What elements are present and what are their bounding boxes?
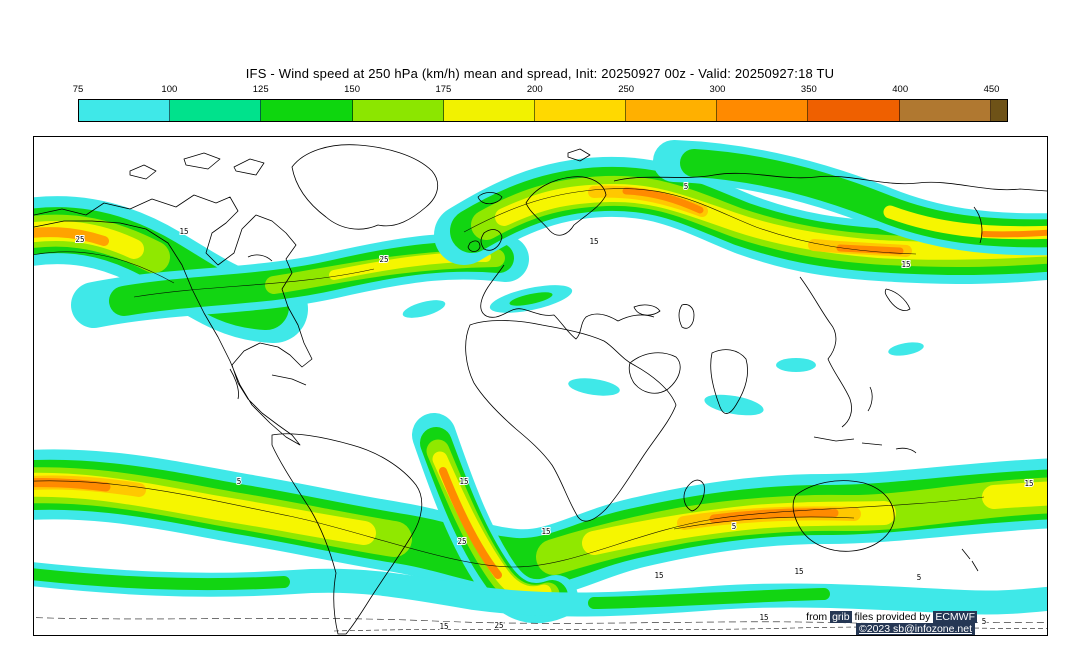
coastline-australia [792,480,895,552]
contour-label: 15 [759,613,768,622]
colorbar-segment [352,100,444,121]
coastline-caspian-sea [678,304,695,329]
coastline-great-lakes [247,254,273,262]
coastline-uk [480,229,503,251]
attribution-grib-chip: grib [830,611,852,623]
coastline-east-asia [799,276,852,428]
colorbar-tick-label: 150 [344,84,360,95]
colorbar-tick-label: 175 [435,84,452,95]
colorbar-segment [717,100,809,121]
colorbar-tick-label: 450 [983,84,1000,95]
contour-label: 15 [794,567,803,576]
contour-label: 15 [1024,479,1033,488]
colorbar-tick-label: 75 [72,84,84,95]
colorbar-segment [170,100,262,121]
coastlines [34,144,1047,635]
coastline-madagascar [683,479,705,512]
coastline-scandinavia [525,176,607,236]
coastline-south-america [271,433,423,635]
colorbar-tick-label: 350 [800,84,817,95]
coastline-ireland [467,240,481,252]
world-map-svg: 15 25 25 15 5 15 5 15 15 25 5 15 15 5 15 15 25 15 5 [34,140,1047,635]
copyright-link[interactable]: ©2023 sb@infozone.net [856,623,975,635]
coastline-greenland [291,144,439,230]
colorbar-labels: 75 100 125 150 175 200 250 300 350 400 450 [73,84,1008,96]
colorbar-tick-label: 300 [709,84,726,95]
coastline-baja [229,368,239,400]
coastline-iceland [477,192,503,205]
map-frame: 15 25 25 15 5 15 5 15 15 25 5 15 15 5 15 15 25 15 5 from g… [33,136,1048,636]
colorbar-segment [899,100,991,121]
contour-label: 5 [732,522,737,531]
coastline-new-zealand [961,548,979,572]
spread-contours [34,188,1047,632]
colorbar-tick-label: 400 [892,84,909,95]
contour-label: 25 [379,255,388,264]
contour-label: 5 [237,477,242,486]
contour-label: 15 [459,477,468,486]
contour-label: 5 [684,182,689,191]
colorbar-segment [443,100,535,121]
contour-label: 15 [589,237,598,246]
attribution-line: from grib files provided by ECMWF [806,611,977,623]
coastline-africa [465,320,677,522]
contour-label: 5 [917,573,922,582]
coastline-black-sea [633,304,661,316]
chart-title: IFS - Wind speed at 250 hPa (km/h) mean … [245,66,835,81]
wind-speed-bands [34,140,1047,624]
contour-label: 15 [541,527,550,536]
contour-label: 15 [439,622,448,631]
contour-label: 25 [494,621,503,630]
attribution-ecmwf-link[interactable]: ECMWF [933,611,977,623]
colorbar-tick-label: 250 [618,84,635,95]
wind-speed-patch-core [509,292,553,306]
contour-label: 25 [75,235,84,244]
coastline-kamchatka [973,206,983,244]
contour-label: 15 [901,260,910,269]
coastline-india [710,349,748,414]
coastline-indonesia [813,436,917,454]
attribution-text-prefix: from [806,611,831,623]
coastline-europe [480,264,655,340]
colorbar-segment [808,100,900,121]
contour-label: 15 [654,571,663,580]
contour-labels-group: 15 25 25 15 5 15 5 15 15 25 5 15 15 5 15 15 25 15 5 [74,181,1034,632]
coastline-asia-north [613,172,1047,192]
coastline-caribbean [271,374,307,386]
contour-label: 5 [982,617,987,626]
contour-label: 15 [179,227,188,236]
colorbar-segment [626,100,718,121]
colorbar-segment [79,100,171,121]
colorbar-segment [990,100,1007,121]
colorbar-segment [534,100,627,121]
coastline-japan [884,288,911,311]
coastline-arabia [628,352,681,394]
coastline-north-america [34,194,313,446]
coastline-philippines [867,386,873,412]
colorbar-tick-label: 100 [161,84,178,95]
colorbar [78,99,1008,122]
contour-label: 25 [457,537,466,546]
wind-speed-patches [402,285,924,416]
colorbar-tick-label: 200 [526,84,543,95]
attribution-text-middle: files provided by [851,611,934,623]
colorbar-tick-label: 125 [252,84,269,95]
colorbar-segment [261,100,353,121]
coastline-arctic-islands [129,148,591,180]
